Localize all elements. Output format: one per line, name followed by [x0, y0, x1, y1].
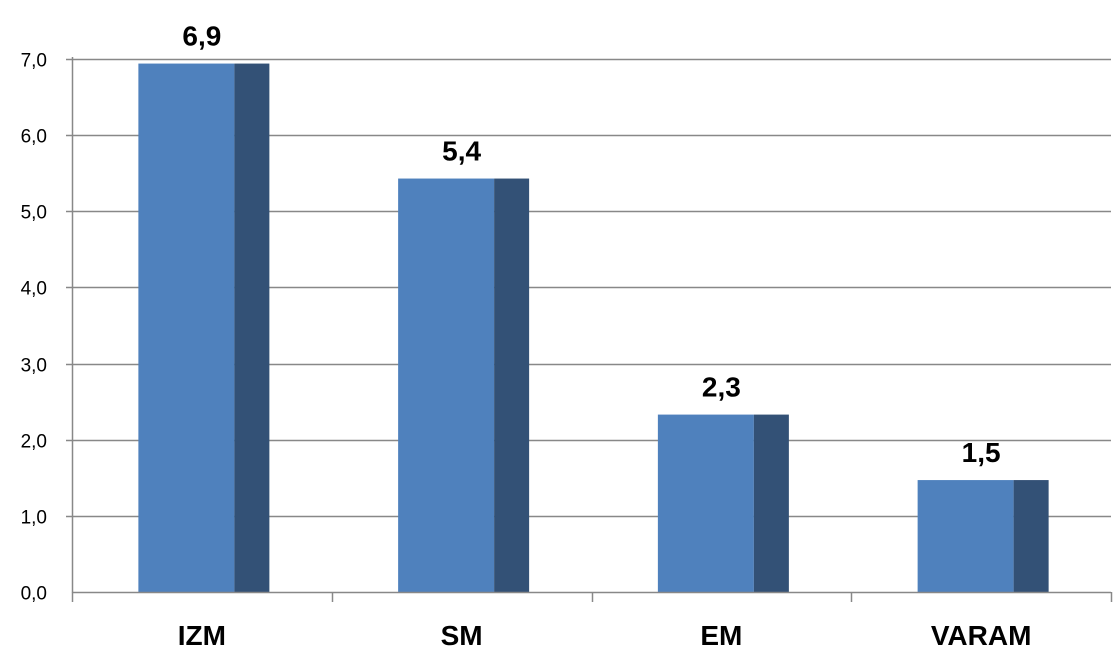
bars — [138, 63, 1049, 592]
data-label: 5,4 — [442, 136, 481, 167]
bar-em — [657, 414, 754, 592]
x-axis — [71, 57, 1113, 602]
bar-sm — [398, 178, 495, 592]
y-tick-label: 6,0 — [21, 127, 47, 148]
bar-side-sm — [494, 178, 530, 592]
x-category-label: VARAM — [931, 620, 1032, 651]
y-tick-label: 5,0 — [21, 203, 47, 224]
data-label: 2,3 — [702, 372, 741, 403]
bar-varam — [917, 480, 1014, 592]
bar-side-em — [753, 414, 789, 592]
y-tick-label: 0,0 — [21, 584, 47, 605]
y-tick-label: 4,0 — [21, 279, 47, 300]
x-category-label: IZM — [178, 620, 226, 651]
data-label: 1,5 — [962, 437, 1001, 468]
x-axis-labels: IZM SM EM VARAM — [178, 620, 1032, 651]
data-labels: 6,9 5,4 2,3 1,5 — [182, 21, 1000, 469]
x-category-label: SM — [441, 620, 483, 651]
data-label: 6,9 — [182, 21, 221, 52]
bar-side-varam — [1013, 480, 1049, 592]
bar-izm — [138, 63, 235, 592]
x-category-label: EM — [700, 620, 742, 651]
bar-side-izm — [234, 63, 270, 592]
y-tick-label: 1,0 — [21, 508, 47, 529]
y-tick-label: 3,0 — [21, 356, 47, 377]
y-axis-ticks: 0,0 1,0 2,0 3,0 4,0 5,0 6,0 7,0 — [21, 51, 47, 605]
y-tick-label: 2,0 — [21, 432, 47, 453]
y-tick-label: 7,0 — [21, 51, 47, 72]
